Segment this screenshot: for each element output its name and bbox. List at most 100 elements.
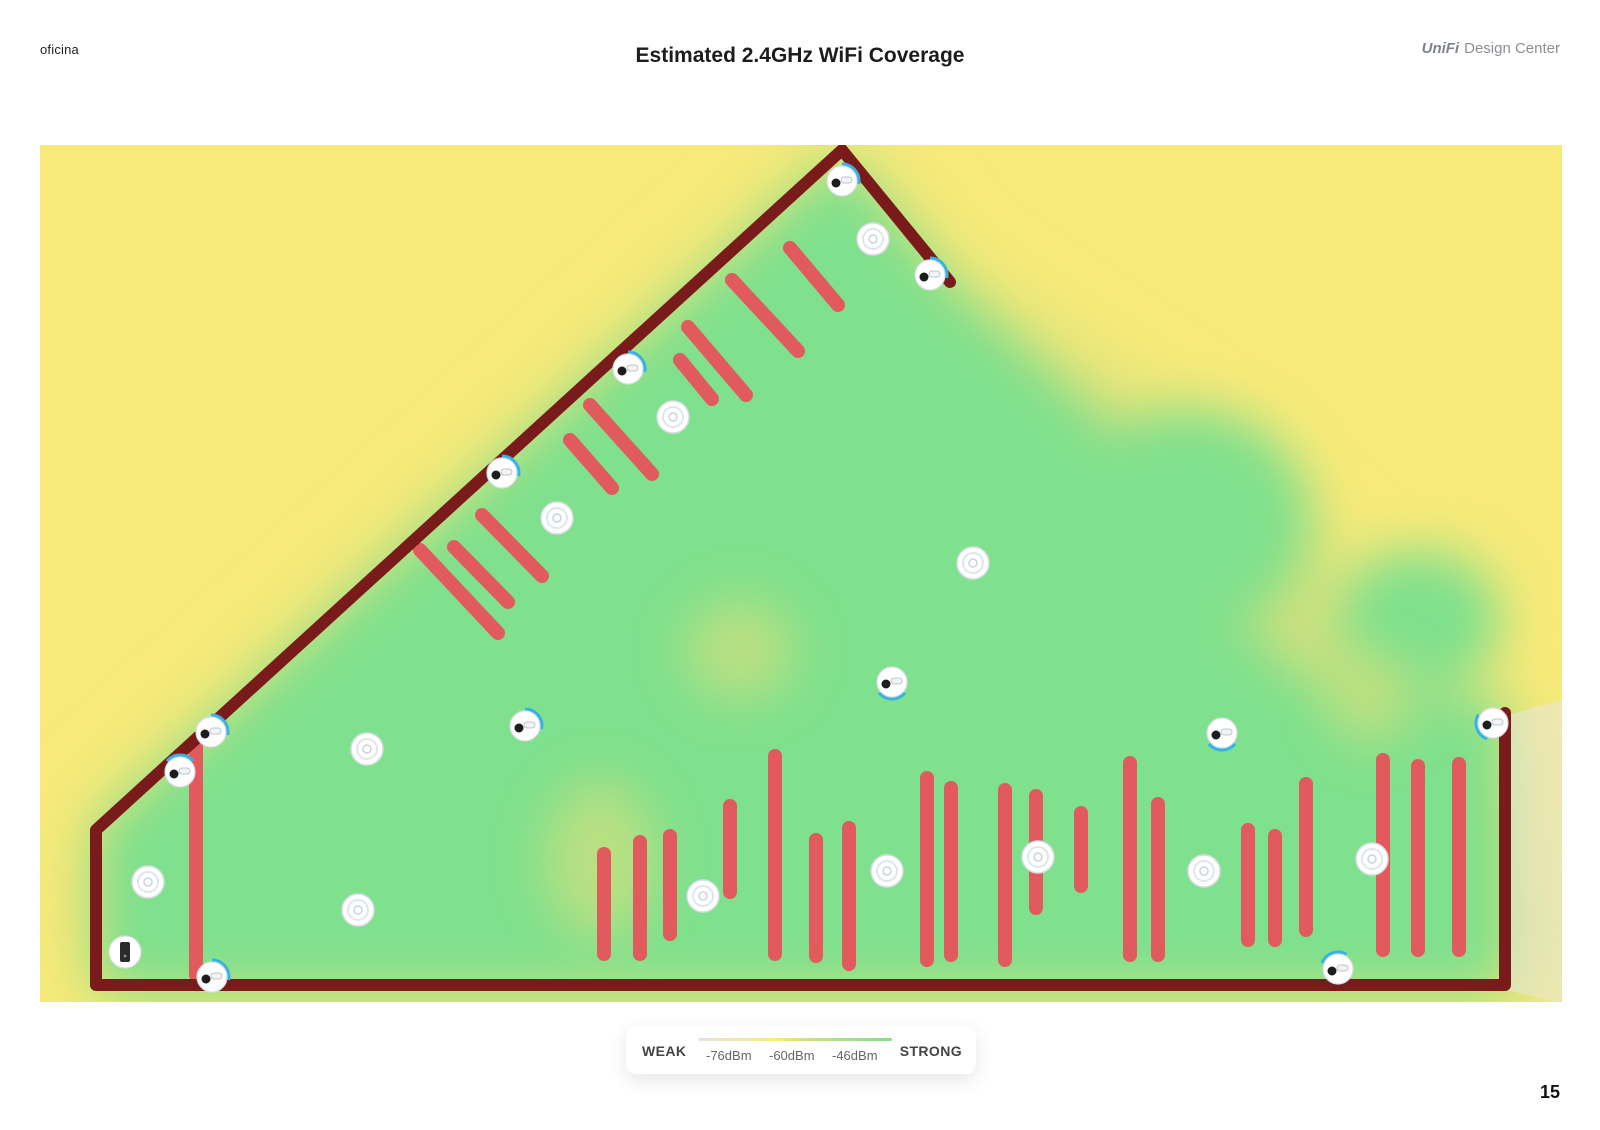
camera-icon <box>195 713 230 748</box>
partition-wall <box>681 320 753 402</box>
camera-housing <box>890 677 903 685</box>
page-title: Estimated 2.4GHz WiFi Coverage <box>635 44 965 67</box>
camera-housing <box>500 468 513 476</box>
gateway-unit <box>120 942 130 962</box>
access-point-body <box>856 222 890 256</box>
access-point-icon <box>870 854 904 888</box>
camera-icon <box>826 162 861 197</box>
access-point-ring <box>692 885 714 907</box>
heatmap-strong <box>100 158 1505 990</box>
access-point-body <box>656 400 690 434</box>
obstacles <box>189 241 1466 982</box>
camera-icon <box>509 707 544 742</box>
camera-fov-arc <box>210 713 230 736</box>
heatmap <box>40 145 1562 1002</box>
access-point-body <box>1355 842 1389 876</box>
access-point-body <box>341 893 375 927</box>
partition-wall <box>673 353 719 406</box>
gateway-light <box>123 954 127 958</box>
access-point-icon <box>341 893 375 927</box>
access-point-led <box>1199 866 1209 876</box>
camera-housing <box>626 364 639 372</box>
access-point-body <box>540 501 574 535</box>
access-point-led <box>698 891 708 901</box>
access-point-ring <box>356 738 378 760</box>
camera-lens <box>201 974 211 984</box>
coverage-map[interactable] <box>40 145 1562 1002</box>
access-point-body <box>350 732 384 766</box>
access-point-icon <box>350 732 384 766</box>
camera-icon <box>914 256 949 291</box>
camera-lens <box>169 769 179 779</box>
access-point-body <box>131 865 165 899</box>
camera-icon <box>196 958 231 993</box>
legend-tick: -60dBm <box>769 1048 815 1063</box>
access-point-body <box>1021 840 1055 874</box>
camera-icon <box>1320 950 1354 985</box>
access-point-led <box>143 877 153 887</box>
access-point-icon <box>1355 842 1389 876</box>
camera-icon <box>164 753 196 788</box>
access-point-led <box>552 513 562 523</box>
access-point-led <box>353 905 363 915</box>
camera-housing <box>210 972 223 980</box>
camera-housing <box>1220 728 1233 736</box>
partition-wall <box>583 398 659 481</box>
signal-legend: WEAK -76dBm -60dBm -46dBm STRONG <box>626 1026 976 1074</box>
camera-icon <box>612 350 647 385</box>
access-point-led <box>362 744 372 754</box>
access-point-ring <box>347 899 369 921</box>
camera-lens <box>919 272 929 282</box>
camera-fov-arc <box>627 350 647 373</box>
access-point-icon <box>131 865 165 899</box>
legend-tick: -46dBm <box>832 1048 878 1063</box>
access-point-ring <box>1193 860 1215 882</box>
access-point-ring <box>862 228 884 250</box>
access-point-led <box>968 558 978 568</box>
partition-wall <box>725 273 805 358</box>
access-point-icon <box>1187 854 1221 888</box>
access-point-body <box>1187 854 1221 888</box>
access-point-body <box>870 854 904 888</box>
legend-gradient-bar <box>698 1038 892 1041</box>
outer-wall <box>90 145 1511 991</box>
camera-lens <box>200 729 210 739</box>
access-point-icon <box>656 400 690 434</box>
access-point-led <box>668 412 678 422</box>
camera-fov-arc <box>211 958 231 981</box>
camera-fov-arc <box>501 454 521 477</box>
access-point-ring <box>1027 846 1049 868</box>
partition-wall <box>413 543 505 640</box>
camera-fov-arc <box>1474 713 1488 741</box>
access-point-body <box>956 546 990 580</box>
camera-housing <box>178 767 191 775</box>
camera-lens <box>491 470 501 480</box>
partition-wall <box>563 433 619 495</box>
camera-icon <box>486 454 521 489</box>
coverage-map-svg <box>40 145 1562 1002</box>
camera-fov-arc <box>524 707 544 730</box>
access-point-ring <box>662 406 684 428</box>
access-point-led <box>1367 854 1377 864</box>
camera-housing <box>1336 964 1349 972</box>
access-point-led <box>1033 852 1043 862</box>
access-point-body <box>686 879 720 913</box>
camera-lens <box>1482 720 1492 730</box>
walls <box>90 145 1511 991</box>
partition-wall <box>475 508 549 583</box>
access-point-ring <box>1361 848 1383 870</box>
camera-lens <box>514 723 524 733</box>
camera-lens <box>617 366 627 376</box>
unifi-logo: UniFi <box>1421 40 1460 57</box>
access-point-icon <box>856 222 890 256</box>
camera-lens <box>831 178 841 188</box>
heatmap-edge <box>1507 700 1562 1002</box>
access-point-ring <box>876 860 898 882</box>
camera-icon <box>876 666 908 701</box>
brand-text: Design Center <box>1464 40 1560 57</box>
camera-icon <box>1474 707 1509 741</box>
legend-weak-label: WEAK <box>642 1043 687 1059</box>
access-point-led <box>868 234 878 244</box>
access-point-led <box>882 866 892 876</box>
brand: UniFi Design Center <box>1422 40 1560 57</box>
